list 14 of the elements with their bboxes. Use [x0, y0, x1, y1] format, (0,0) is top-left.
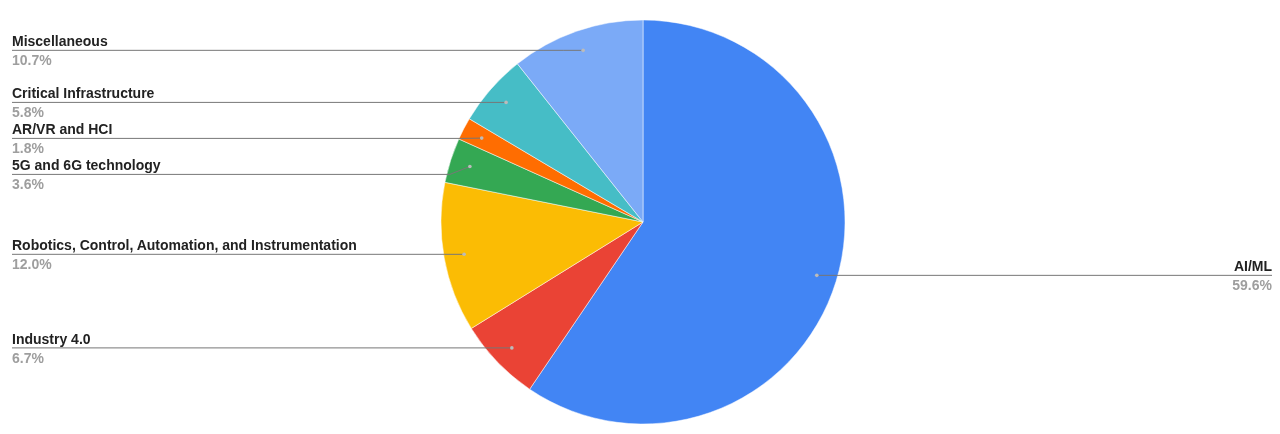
data-label: 1.8% [12, 140, 45, 157]
slice-label: 5G and 6G technology [12, 157, 161, 174]
slice-label: Critical Infrastructure [12, 85, 155, 102]
slice-label: Industry 4.0 [12, 330, 91, 347]
data-label: 12.0% [12, 256, 53, 273]
data-label: 6.7% [12, 349, 45, 366]
data-label: 3.6% [12, 176, 45, 193]
slice-label: Miscellaneous [12, 33, 108, 50]
data-label: 59.6% [1232, 277, 1273, 294]
data-label: 5.8% [12, 104, 45, 121]
slice-label: Robotics, Control, Automation, and Instrumentation [12, 237, 357, 254]
data-label: 10.7% [12, 52, 53, 69]
slice-label: AI/ML [1233, 258, 1273, 275]
slice-label: AR/VR and HCI [12, 121, 113, 138]
